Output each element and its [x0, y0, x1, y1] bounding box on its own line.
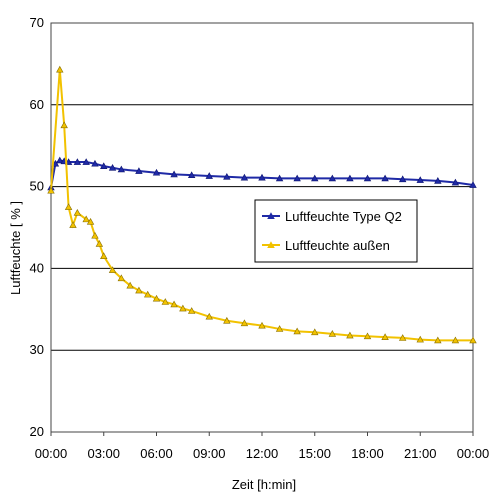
series-1-point-2 [60, 121, 68, 129]
series-1-point-16 [152, 294, 161, 302]
series-1-point-15 [143, 290, 152, 298]
legend-label-type-q2: Luftfeuchte Type Q2 [285, 209, 402, 224]
y-tick-label-50: 50 [30, 179, 44, 194]
legend-label-aussen: Luftfeuchte außen [285, 238, 390, 253]
x-axis-label: Zeit [h:min] [232, 477, 296, 492]
y-tick-label-70: 70 [30, 15, 44, 30]
series-1-point-4 [69, 221, 77, 228]
x-tick-labels: 00:00 03:00 06:00 09:00 12:00 15:00 18:00 21:00… [35, 432, 490, 461]
series-1-point-1 [56, 65, 64, 73]
series-0-point-26 [398, 175, 407, 183]
series-1-point-33 [416, 335, 424, 343]
series-1-point-6 [82, 215, 90, 223]
series-1-point-32 [398, 334, 407, 341]
gridlines [51, 104, 473, 351]
series-1-point-22 [223, 316, 231, 324]
series-1-point-36 [469, 336, 477, 344]
series-0-point-5 [73, 158, 82, 165]
series-1-point-20 [187, 307, 196, 314]
series-0-point-25 [381, 174, 389, 182]
series-0-point-10 [117, 165, 126, 173]
series-0-point-13 [170, 170, 178, 178]
series-0-point-9 [108, 163, 117, 171]
y-tick-labels: 20 30 40 50 60 70 [30, 15, 44, 439]
x-tick-label-1: 03:00 [87, 446, 120, 461]
series-1-point-24 [258, 321, 266, 329]
series-1 [47, 65, 477, 344]
series-0-point-27 [416, 176, 424, 183]
x-tick-label-4: 12:00 [246, 446, 279, 461]
series-0-point-7 [91, 159, 99, 167]
series-0-point-16 [223, 172, 231, 180]
series-1-point-12 [117, 274, 126, 282]
series-1-point-9 [95, 240, 104, 247]
series-1-point-8 [91, 231, 99, 239]
series-1-point-25 [275, 325, 284, 332]
series-0-point-29 [451, 178, 460, 186]
series-0-point-22 [328, 174, 337, 182]
legend-marker-aussen [267, 241, 275, 249]
series-0-point-21 [311, 174, 319, 182]
series-0-point-15 [205, 172, 213, 179]
series-1-point-0 [47, 186, 55, 194]
series-0 [47, 156, 477, 191]
series-0-point-6 [82, 158, 90, 165]
series-1-point-31 [381, 333, 389, 340]
series-1-point-30 [363, 332, 372, 340]
legend: Luftfeuchte Type Q2 Luftfeuchte außen [254, 199, 418, 263]
series-1-point-11 [108, 266, 117, 273]
x-tick-label-7: 21:00 [404, 446, 437, 461]
series-0-point-2 [56, 156, 64, 164]
series-1-point-5 [73, 208, 82, 216]
series-0-point-19 [275, 174, 284, 182]
x-tick-label-2: 06:00 [140, 446, 173, 461]
series-1-point-13 [126, 281, 134, 289]
series-0-point-18 [258, 173, 266, 181]
series-1-point-18 [170, 300, 178, 308]
y-axis-label: Luftfeuchte [ % ] [8, 201, 23, 295]
series-1-point-21 [205, 312, 213, 320]
series-0-point-20 [293, 174, 301, 182]
series-1-point-29 [346, 331, 354, 339]
series-0-point-23 [346, 174, 354, 182]
legend-box [254, 199, 418, 263]
series-0-point-30 [469, 181, 477, 188]
series-1-point-23 [240, 319, 249, 327]
series-1-point-17 [161, 298, 170, 305]
series-1-point-10 [100, 252, 108, 259]
series-0-point-11 [135, 167, 143, 174]
series-0-point-8 [100, 162, 108, 170]
series-1-point-28 [328, 330, 337, 337]
y-tick-label-40: 40 [30, 260, 44, 275]
series-1-point-35 [451, 336, 460, 344]
series-1-point-14 [135, 286, 143, 294]
series-1-point-34 [434, 336, 442, 344]
series-0-point-24 [363, 174, 372, 182]
series-0-point-12 [152, 168, 161, 176]
series-0-point-17 [240, 173, 249, 181]
y-tick-label-30: 30 [30, 342, 44, 357]
x-tick-label-6: 18:00 [351, 446, 384, 461]
series-0-point-28 [434, 177, 442, 184]
x-tick-label-5: 15:00 [298, 446, 331, 461]
series-1-point-26 [293, 327, 301, 335]
x-tick-label-8: 00:00 [457, 446, 490, 461]
series-layer [47, 65, 477, 344]
y-tick-label-20: 20 [30, 424, 44, 439]
series-1-point-7 [86, 217, 95, 225]
series-1-point-3 [64, 203, 73, 210]
series-1-point-27 [311, 328, 319, 336]
y-tick-label-60: 60 [30, 97, 44, 112]
legend-marker-type-q2 [267, 212, 275, 220]
series-0-point-14 [187, 171, 196, 179]
x-tick-label-0: 00:00 [35, 446, 68, 461]
series-1-point-19 [179, 304, 187, 312]
x-tick-label-3: 09:00 [193, 446, 226, 461]
